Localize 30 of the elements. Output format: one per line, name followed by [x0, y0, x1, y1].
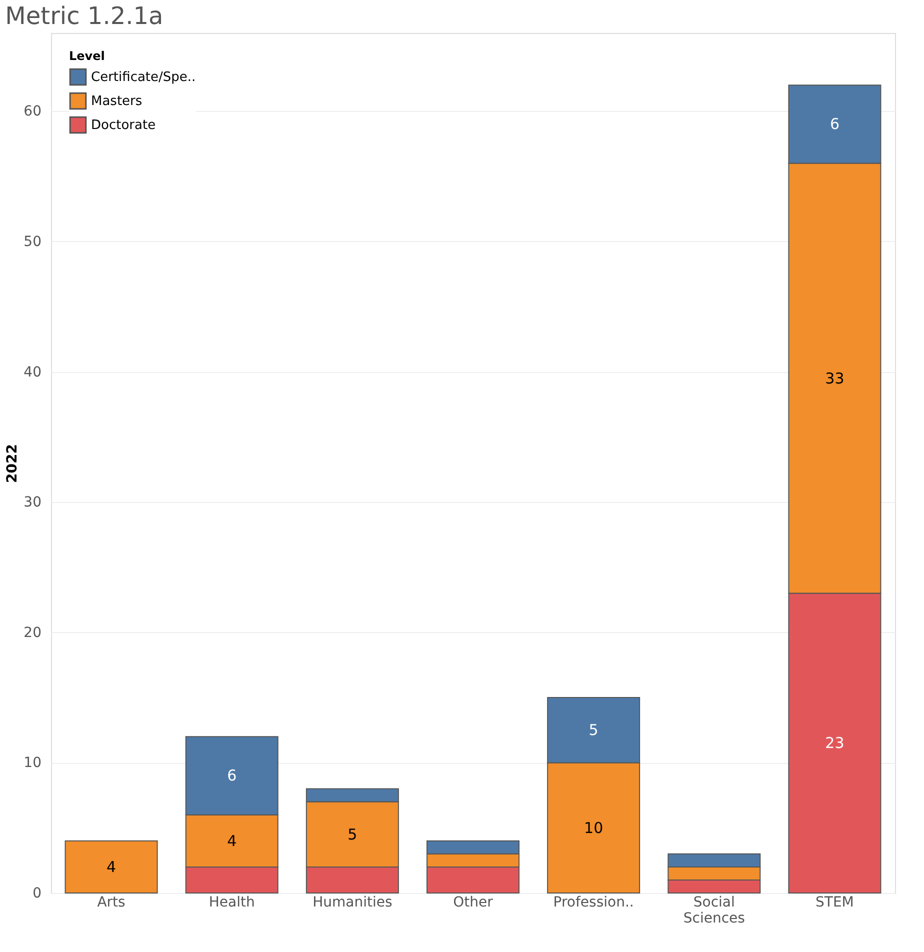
x-tick-label: STEM — [816, 894, 854, 910]
y-tick-label: 30 — [24, 494, 42, 511]
x-tick-label: Humanities — [312, 894, 392, 910]
data-label: 5 — [588, 721, 598, 740]
data-label: 4 — [227, 832, 237, 850]
y-tick-label: 60 — [24, 104, 42, 120]
y-axis-title: 2022 — [4, 444, 21, 483]
x-tick-label: Profession.. — [553, 894, 634, 910]
y-tick-label: 40 — [24, 364, 42, 380]
data-label: 6 — [830, 115, 840, 134]
data-label: 4 — [106, 858, 116, 876]
data-label: 10 — [584, 818, 604, 837]
y-tick-label: 0 — [32, 886, 42, 902]
data-label: 33 — [825, 369, 844, 388]
data-label: 23 — [825, 734, 844, 752]
x-tick-label: Health — [208, 894, 255, 910]
bar — [64, 840, 158, 894]
x-tick-label: Social Sciences — [683, 894, 745, 926]
data-label: 5 — [348, 825, 358, 844]
data-label: 6 — [227, 766, 237, 785]
x-tick-label: Other — [453, 894, 494, 910]
y-tick-label: 10 — [24, 755, 42, 772]
x-tick-label: Arts — [97, 894, 126, 910]
legend-label: Masters — [91, 94, 142, 109]
y-tick-label: 50 — [24, 234, 42, 250]
legend-title: Level — [69, 49, 105, 63]
y-tick-label: 20 — [24, 624, 42, 641]
legend-label: Certificate/Spe.. — [91, 70, 196, 85]
chart-title: Metric 1.2.1a — [5, 2, 164, 30]
legend-label: Doctorate — [91, 118, 156, 133]
